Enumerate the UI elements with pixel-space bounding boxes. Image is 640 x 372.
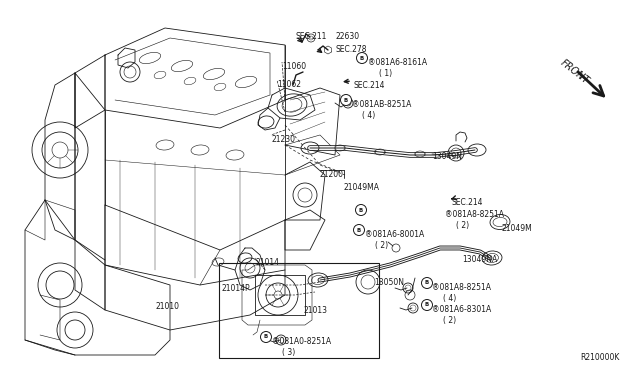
Text: 21014: 21014 [255,258,279,267]
Text: SEC.214: SEC.214 [354,81,385,90]
Text: R210000K: R210000K [580,353,620,362]
Text: ( 1): ( 1) [379,69,392,78]
Text: FRONT: FRONT [559,58,591,86]
Text: 21013: 21013 [303,306,327,315]
Text: ®081A6-8301A: ®081A6-8301A [432,305,492,314]
Text: 11060: 11060 [282,62,306,71]
Text: ®081AB-8251A: ®081AB-8251A [352,100,412,109]
Text: 21049MA: 21049MA [344,183,380,192]
Text: ( 2): ( 2) [443,316,456,325]
Text: 11062: 11062 [277,80,301,89]
Text: ( 2): ( 2) [456,221,469,230]
Text: ( 3): ( 3) [282,348,295,357]
Text: ®081A6-8161A: ®081A6-8161A [368,58,427,67]
Text: 21049M: 21049M [502,224,532,233]
Text: 13049NA: 13049NA [462,255,497,264]
Text: 13049N: 13049N [432,152,462,161]
Text: ( 2): ( 2) [375,241,388,250]
Circle shape [340,94,351,106]
Circle shape [355,205,367,215]
Circle shape [422,299,433,311]
Circle shape [356,52,367,64]
Text: B: B [357,228,361,232]
Text: B: B [425,302,429,308]
Text: ( 4): ( 4) [362,111,375,120]
Text: 22630: 22630 [336,32,360,41]
Text: B: B [264,334,268,340]
Bar [219,263,379,358]
Circle shape [260,331,271,343]
Text: ®081A0-8251A: ®081A0-8251A [272,337,331,346]
Circle shape [422,278,433,289]
Text: 21014P: 21014P [222,284,251,293]
Text: SEC.278: SEC.278 [336,45,367,54]
Text: B: B [344,97,348,103]
Text: ®081A6-8001A: ®081A6-8001A [365,230,424,239]
Circle shape [353,224,365,235]
Text: ®081A8-8251A: ®081A8-8251A [432,283,491,292]
Text: ®081A8-8251A: ®081A8-8251A [445,210,504,219]
Text: 21230: 21230 [271,135,295,144]
Text: 21200: 21200 [320,170,344,179]
Text: B: B [359,208,363,212]
Text: B: B [425,280,429,285]
Text: ( 4): ( 4) [443,294,456,303]
Text: SEC.214: SEC.214 [452,198,483,207]
Text: B: B [360,55,364,61]
Text: 13050N: 13050N [374,278,404,287]
Text: 21010: 21010 [155,302,179,311]
Text: SEC.211: SEC.211 [295,32,326,41]
